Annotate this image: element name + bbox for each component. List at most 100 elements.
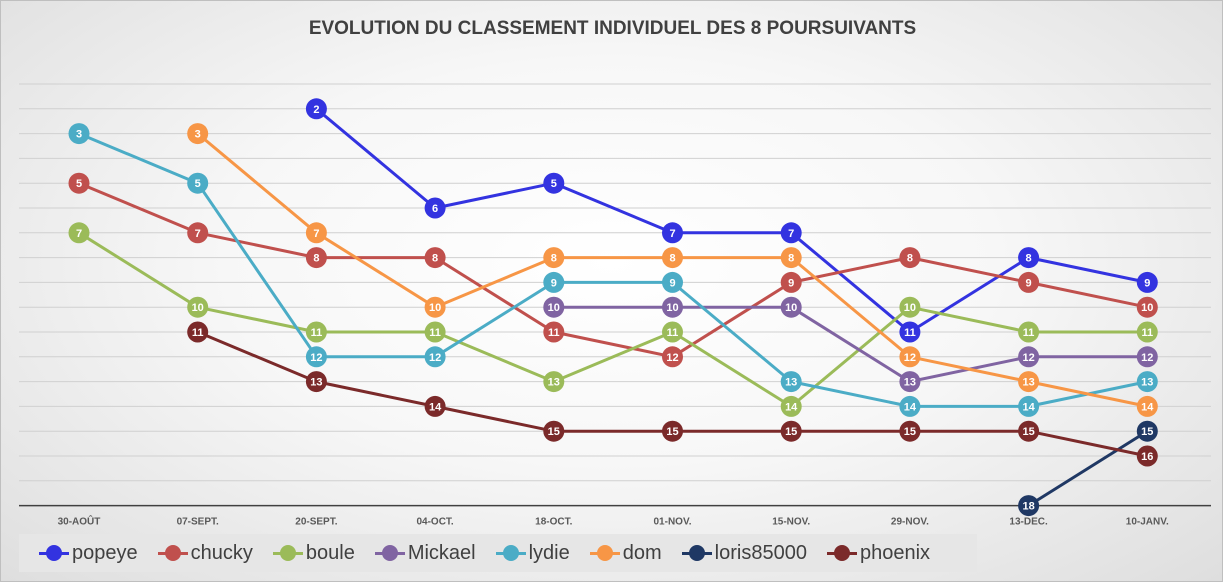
data-label: 15: [1022, 426, 1034, 438]
x-tick-label: 18-OCT.: [535, 517, 572, 528]
data-point-marker: [1018, 247, 1040, 269]
data-label: 9: [788, 277, 794, 289]
data-point-marker: [424, 321, 446, 343]
legend-swatch: [374, 545, 405, 561]
data-label: 11: [667, 327, 679, 339]
data-label: 16: [1141, 451, 1153, 463]
data-label: 14: [1022, 401, 1035, 413]
data-label: 13: [1141, 377, 1153, 389]
data-point-marker: [899, 395, 921, 417]
data-point-boule: 11: [1136, 321, 1158, 343]
data-label: 8: [313, 253, 319, 265]
data-label: 13: [548, 377, 560, 389]
data-point-marker: [543, 247, 565, 269]
data-label: 9: [669, 277, 675, 289]
data-label: 11: [548, 327, 560, 339]
data-point-marker: [187, 321, 209, 343]
data-label: 10: [666, 302, 678, 314]
data-point-marker: [187, 172, 209, 194]
data-label: 8: [788, 253, 794, 265]
legend-label: Mickael: [407, 541, 476, 564]
data-point-marker: [543, 420, 565, 442]
data-label: 3: [76, 129, 82, 141]
data-label: 13: [1022, 377, 1034, 389]
data-label: 10: [192, 302, 204, 314]
data-point-marker: [424, 296, 446, 318]
data-point-lydie: 12: [305, 346, 327, 368]
data-label: 14: [429, 401, 442, 413]
data-label: 7: [788, 228, 794, 240]
data-label: 5: [551, 178, 557, 190]
data-point-marker: [1018, 495, 1040, 517]
data-point-phoenix: 14: [424, 395, 446, 417]
data-point-boule: 13: [543, 371, 565, 393]
data-point-lydie: 9: [543, 271, 565, 293]
data-point-lydie: 14: [1018, 395, 1040, 417]
data-point-phoenix: 15: [543, 420, 565, 442]
data-label: 11: [1141, 327, 1153, 339]
legend-swatch: [681, 545, 712, 561]
data-point-popeye: 9: [1136, 271, 1158, 293]
x-tick-label: 15-NOV.: [772, 517, 810, 528]
data-point-marker: [899, 371, 921, 393]
data-point-boule: 7: [68, 222, 90, 244]
data-point-marker: [187, 123, 209, 145]
legend-item-loris85000: loris85000: [681, 541, 807, 565]
series-line-loris85000: [1027, 429, 1149, 507]
data-label: 10: [548, 302, 560, 314]
data-point-marker: [662, 346, 683, 368]
data-point-marker: [68, 172, 90, 194]
data-label: 6: [432, 203, 438, 215]
data-label: 12: [1022, 352, 1034, 364]
data-point-boule: 11: [424, 321, 446, 343]
data-point-marker: [543, 271, 565, 293]
data-point-chucky: 8: [424, 247, 446, 269]
data-point-marker: [662, 321, 683, 343]
data-point-marker: [1136, 321, 1158, 343]
data-label: 5: [76, 178, 82, 190]
x-tick-label: 10-JANV.: [1126, 517, 1169, 528]
legend-swatch: [495, 545, 526, 561]
data-point-loris85000: 18: [1018, 495, 1040, 517]
data-label: 12: [666, 352, 678, 364]
data-point-boule: 14: [780, 395, 802, 417]
data-point-marker: [1136, 346, 1158, 368]
legend-label: loris85000: [714, 541, 807, 564]
data-point-dom: 10: [424, 296, 446, 318]
data-point-boule: 11: [662, 321, 683, 343]
data-label: 5: [195, 178, 201, 190]
data-point-marker: [662, 222, 683, 244]
data-point-marker: [305, 321, 327, 343]
data-point-lydie: 13: [780, 371, 802, 393]
data-label: 9: [1026, 277, 1032, 289]
data-point-marker: [1136, 445, 1158, 467]
data-point-chucky: 5: [68, 172, 90, 194]
legend-swatch: [272, 545, 303, 561]
data-point-lydie: 5: [187, 172, 209, 194]
data-point-lydie: 3: [68, 123, 90, 145]
data-label: 3: [195, 129, 201, 141]
data-point-marker: [899, 296, 921, 318]
data-point-popeye: 5: [543, 172, 565, 194]
data-point-marker: [662, 247, 683, 269]
data-label: 13: [785, 377, 797, 389]
data-point-dom: 8: [662, 247, 683, 269]
data-point-marker: [305, 247, 327, 269]
legend-label: chucky: [190, 541, 253, 564]
data-label: 18: [1022, 501, 1034, 513]
data-point-lydie: 14: [899, 395, 921, 417]
series-line-popeye: [315, 107, 1148, 334]
data-label: 9: [1144, 277, 1150, 289]
data-point-popeye: 6: [424, 197, 446, 219]
data-point-marker: [1018, 371, 1040, 393]
data-label: 15: [666, 426, 678, 438]
data-label: 15: [904, 426, 916, 438]
legend-item-popeye: popeye: [39, 542, 138, 565]
data-point-phoenix: 11: [187, 321, 209, 343]
data-point-marker: [780, 371, 802, 393]
legend-item-boule: boule: [272, 542, 355, 565]
chart-title: EVOLUTION DU CLASSEMENT INDIVIDUEL DES 8…: [308, 18, 917, 39]
data-point-marker: [1136, 271, 1158, 293]
data-point-boule: 10: [899, 296, 921, 318]
data-label: 8: [907, 253, 913, 265]
